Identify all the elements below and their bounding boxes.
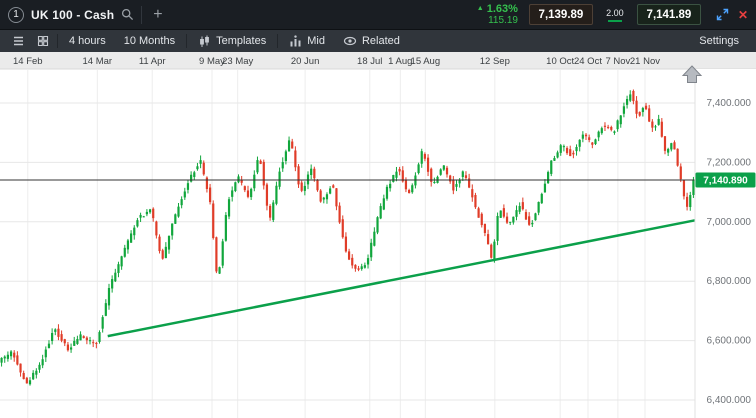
price-type-button[interactable]: Mid xyxy=(280,30,334,52)
svg-text:7,200.000: 7,200.000 xyxy=(707,157,752,168)
svg-text:7 Nov: 7 Nov xyxy=(605,56,630,67)
svg-text:6,600.000: 6,600.000 xyxy=(707,336,752,347)
svg-text:12 Sep: 12 Sep xyxy=(480,56,510,67)
list-icon xyxy=(14,36,23,46)
scroll-to-latest-marker[interactable] xyxy=(681,65,703,83)
spread-bar xyxy=(607,19,622,22)
svg-text:9 May: 9 May xyxy=(199,56,225,67)
chart-toolbar: 4 hours 10 Months Templates xyxy=(0,29,756,52)
range-dropdown[interactable]: 10 Months xyxy=(115,30,184,52)
templates-label: Templates xyxy=(216,35,267,47)
svg-text:20 Jun: 20 Jun xyxy=(291,56,320,67)
change-percent: 1.63% xyxy=(486,2,518,15)
price-bars-icon xyxy=(290,35,301,47)
toolbar-separator xyxy=(186,34,188,48)
svg-text:6,800.000: 6,800.000 xyxy=(707,276,752,287)
svg-text:15 Aug: 15 Aug xyxy=(411,56,441,67)
header-divider xyxy=(141,5,143,24)
svg-text:14 Feb: 14 Feb xyxy=(13,56,43,67)
chart-list-button[interactable] xyxy=(6,30,31,52)
grid-icon xyxy=(37,35,49,47)
svg-text:7,140.890: 7,140.890 xyxy=(703,175,748,186)
svg-text:1 Aug: 1 Aug xyxy=(388,56,412,67)
svg-text:24 Oct: 24 Oct xyxy=(574,56,602,67)
interval-dropdown[interactable]: 4 hours xyxy=(60,30,115,52)
sell-price-button[interactable]: 7,139.89 xyxy=(528,4,593,25)
svg-text:18 Jul: 18 Jul xyxy=(357,56,382,67)
toolbar-separator xyxy=(277,34,279,48)
chart-container: 14 Feb 14 Mar 11 Apr 9 May 23 May 20 Jun 18 Ju… xyxy=(0,52,756,418)
eye-icon xyxy=(343,36,357,46)
add-tab-button[interactable]: + xyxy=(149,6,166,23)
svg-text:6,400.000: 6,400.000 xyxy=(707,395,752,406)
expand-arrows-icon xyxy=(716,8,729,21)
spread-indicator: 2.00 xyxy=(600,8,630,22)
svg-text:23 May: 23 May xyxy=(222,56,253,67)
close-window-button[interactable]: ✕ xyxy=(738,9,748,21)
price-type-label: Mid xyxy=(307,35,325,47)
tab-number-badge: 1 xyxy=(8,6,24,23)
instrument-name: UK 100 - Cash xyxy=(31,7,115,22)
templates-button[interactable]: Templates xyxy=(189,30,275,52)
toolbar-separator xyxy=(57,34,58,48)
chart-grid-button[interactable] xyxy=(31,30,55,52)
change-up-arrow-icon: ▲ xyxy=(476,5,484,13)
related-button[interactable]: Related xyxy=(334,30,409,52)
svg-text:11 Apr: 11 Apr xyxy=(139,56,166,67)
svg-text:14 Mar: 14 Mar xyxy=(83,56,113,67)
svg-text:10 Oct: 10 Oct xyxy=(546,56,574,67)
chart-header: 1 UK 100 - Cash + ▲ 1.63% 115.19 7,139.8… xyxy=(0,0,756,29)
related-label: Related xyxy=(361,35,400,47)
daily-change: ▲ 1.63% 115.19 xyxy=(477,3,522,26)
svg-text:7,400.000: 7,400.000 xyxy=(707,98,752,109)
buy-price-button[interactable]: 7,141.89 xyxy=(636,4,701,25)
candlestick-icon xyxy=(200,35,209,47)
spread-value: 2.00 xyxy=(606,7,624,18)
svg-text:21 Nov: 21 Nov xyxy=(630,56,660,67)
svg-text:7,000.000: 7,000.000 xyxy=(707,217,752,228)
instrument-tab[interactable]: 1 UK 100 - Cash xyxy=(8,0,134,29)
change-points: 115.19 xyxy=(488,15,518,27)
close-icon: ✕ xyxy=(737,7,748,22)
expand-window-button[interactable] xyxy=(716,8,729,21)
search-icon[interactable] xyxy=(121,8,134,21)
settings-button[interactable]: Settings xyxy=(690,30,748,52)
